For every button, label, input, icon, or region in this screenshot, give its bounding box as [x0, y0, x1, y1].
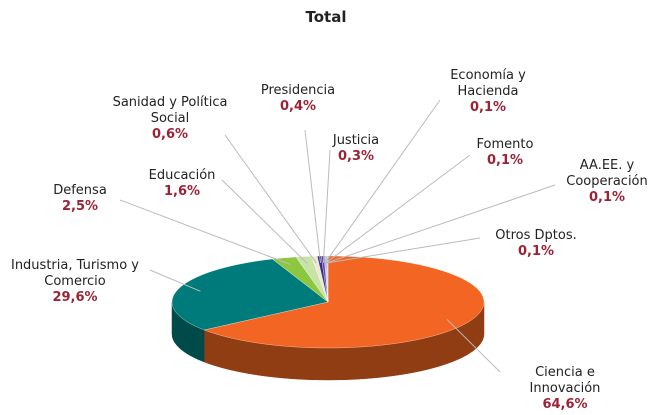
value-label: 29,6% — [52, 290, 98, 305]
category-name: Justicia — [332, 133, 380, 148]
leader-line — [324, 99, 441, 264]
leader-line — [325, 154, 471, 264]
value-label: 0,1% — [588, 190, 626, 205]
value-label: 0,1% — [469, 100, 507, 115]
slice-label: Industria, Turismo y Comercio 29,6% — [0, 258, 150, 306]
slice-label: Economía y Hacienda 0,1% — [438, 68, 538, 116]
leader-line — [221, 179, 308, 264]
value-label: 0,3% — [337, 149, 375, 164]
chart-title: Total — [305, 8, 347, 26]
leader-line — [446, 318, 501, 373]
slice-label: Sanidad y Política Social 0,6% — [100, 95, 240, 143]
slice-label: Educación 1,6% — [137, 168, 227, 200]
pie-slice — [203, 255, 485, 349]
leader-line — [304, 129, 322, 264]
category-name: Educación — [148, 168, 216, 183]
slice-label: Justicia 0,3% — [316, 133, 396, 165]
value-label: 0,6% — [151, 127, 189, 142]
category-name: AA.EE. y Cooperación — [566, 158, 648, 189]
category-name: Presidencia — [260, 83, 336, 98]
pie-slice — [171, 258, 329, 331]
value-label: 0,4% — [279, 99, 317, 114]
value-label: 0,1% — [517, 244, 555, 259]
leader-line — [326, 184, 556, 264]
category-name: Sanidad y Política Social — [112, 95, 228, 126]
slice-label: Defensa 2,5% — [40, 183, 120, 215]
category-name: Industria, Turismo y Comercio — [10, 258, 139, 289]
leader-line — [149, 269, 201, 292]
category-name: Defensa — [53, 183, 107, 198]
category-name: Fomento — [476, 137, 534, 152]
value-label: 64,6% — [542, 397, 588, 412]
pie-slice — [326, 255, 329, 303]
leader-line — [119, 199, 291, 265]
slice-label: Presidencia 0,4% — [248, 83, 348, 115]
category-name: Economía y Hacienda — [450, 68, 526, 99]
slice-label: Fomento 0,1% — [465, 137, 545, 169]
leader-line — [327, 237, 481, 264]
slice-label: Ciencia e Innovación 64,6% — [518, 365, 613, 413]
leader-line — [322, 149, 331, 263]
slice-label: Otros Dptos. 0,1% — [481, 228, 591, 260]
category-name: Ciencia e Innovación — [529, 365, 601, 396]
category-name: Otros Dptos. — [495, 228, 577, 243]
value-label: 0,1% — [486, 153, 524, 168]
leader-line — [224, 134, 317, 264]
slice-label: AA.EE. y Cooperación 0,1% — [557, 158, 652, 206]
value-label: 2,5% — [61, 199, 99, 214]
value-label: 1,6% — [163, 184, 201, 199]
